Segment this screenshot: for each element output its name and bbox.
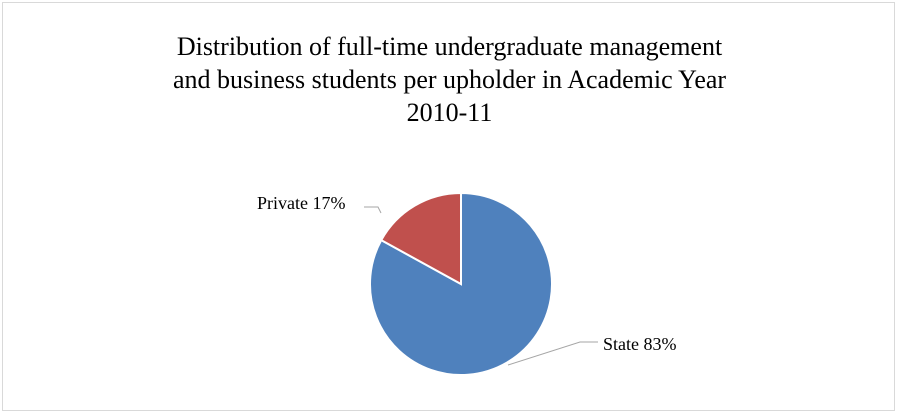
private-leader-line bbox=[364, 206, 382, 214]
chart-title-line-2: and business students per upholder in Ac… bbox=[172, 65, 727, 94]
chart-title: Distribution of full-time undergraduate … bbox=[0, 30, 899, 129]
private-data-label: Private 17% bbox=[257, 193, 346, 213]
state-data-label: State 83% bbox=[603, 334, 677, 354]
state-leader-line bbox=[507, 341, 598, 366]
chart-title-line-3: 2010-11 bbox=[406, 98, 493, 127]
chart-title-line-1: Distribution of full-time undergraduate … bbox=[176, 32, 723, 61]
pie-slice-private bbox=[379, 191, 462, 286]
